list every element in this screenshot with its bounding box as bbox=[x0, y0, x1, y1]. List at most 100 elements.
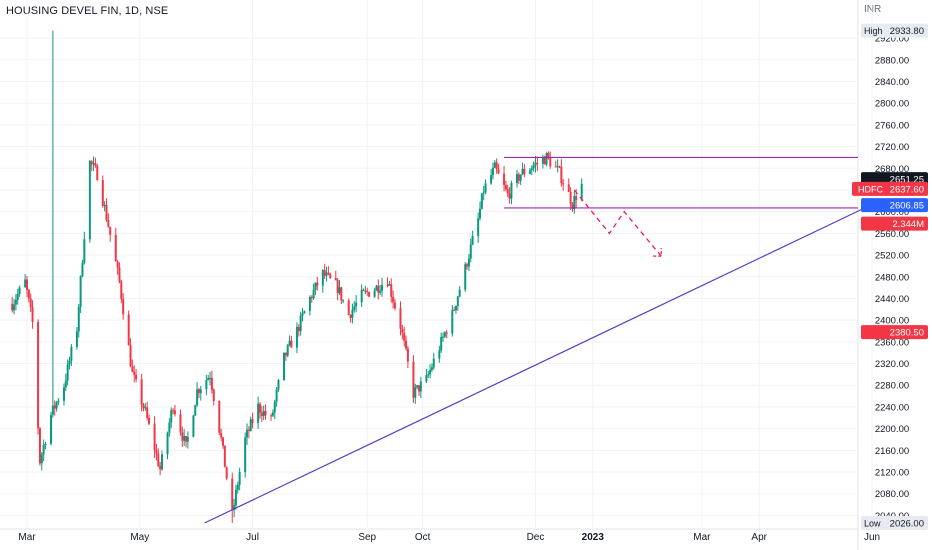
candle-body bbox=[471, 235, 474, 245]
y-tick-label: 2080.00 bbox=[875, 489, 909, 500]
candle-body bbox=[482, 192, 485, 194]
y-tick-label: 2440.00 bbox=[875, 294, 909, 305]
candle-body bbox=[414, 387, 417, 398]
x-tick-label: Mar bbox=[18, 532, 36, 543]
candle-body bbox=[314, 282, 317, 290]
ascending-trendline bbox=[204, 205, 869, 524]
candle-body bbox=[545, 152, 548, 165]
candle-body bbox=[464, 264, 467, 290]
candle-body bbox=[425, 375, 428, 382]
y-tick-label: 2920.00 bbox=[875, 34, 909, 45]
candle-body bbox=[336, 280, 339, 294]
last-price-label-value: 2651.25 bbox=[890, 175, 924, 186]
candle-body bbox=[192, 415, 195, 437]
candle-body bbox=[554, 166, 557, 168]
candle-body bbox=[362, 289, 365, 291]
price-labels: 2933.80 High 2026.00 Low 2651.25 HDFC 2637.60 2… bbox=[852, 23, 928, 530]
candle-body bbox=[327, 272, 330, 274]
candle-body bbox=[547, 152, 550, 158]
candle-body bbox=[70, 346, 73, 361]
candle-body bbox=[288, 340, 291, 346]
candle-body bbox=[438, 350, 441, 359]
candle-body bbox=[416, 385, 419, 388]
candle-body bbox=[530, 168, 533, 171]
candle-body bbox=[210, 377, 213, 390]
candle-body bbox=[493, 162, 496, 168]
candle-body bbox=[355, 302, 358, 307]
candle-body bbox=[386, 284, 389, 286]
candle-body bbox=[469, 244, 472, 259]
candle-body bbox=[251, 419, 254, 423]
candle-body bbox=[405, 340, 408, 349]
candle-body bbox=[456, 296, 459, 307]
support-price-label-bg bbox=[861, 198, 928, 213]
candle-body bbox=[127, 314, 130, 346]
candle-body bbox=[506, 189, 509, 194]
y-tick-label: 2840.00 bbox=[875, 77, 909, 88]
high-label-value: 2933.80 bbox=[890, 26, 924, 37]
candle-body bbox=[135, 374, 138, 380]
alert-price-label: 2380.50 bbox=[861, 325, 928, 340]
candle-body bbox=[325, 272, 328, 276]
candle-body bbox=[66, 364, 69, 381]
candle-body bbox=[173, 410, 176, 415]
low-label-bg bbox=[861, 516, 928, 530]
candle-body bbox=[351, 309, 354, 318]
y-tick-label: 2880.00 bbox=[875, 55, 909, 66]
candle-body bbox=[329, 273, 332, 278]
candle-body bbox=[172, 410, 175, 412]
candle-body bbox=[419, 381, 422, 392]
candle-body bbox=[403, 332, 406, 341]
low-label-name: Low bbox=[864, 519, 881, 529]
symbol-price-value: 2637.60 bbox=[890, 184, 924, 195]
candle-body bbox=[18, 287, 21, 295]
candle-body bbox=[27, 289, 30, 299]
candle-body bbox=[231, 478, 234, 510]
candle-body bbox=[196, 389, 199, 406]
candle-body bbox=[519, 174, 522, 181]
high-label-bg bbox=[861, 23, 928, 38]
candle-body bbox=[406, 348, 409, 362]
candle-body bbox=[68, 360, 71, 365]
candle-body bbox=[277, 379, 280, 390]
candle-body bbox=[360, 289, 363, 303]
candle-body bbox=[490, 175, 493, 184]
candle-body bbox=[257, 403, 260, 423]
candle-body bbox=[479, 208, 482, 219]
candle-body bbox=[75, 331, 78, 347]
candle-body bbox=[467, 258, 470, 267]
candle-body bbox=[218, 400, 221, 433]
price-axis: 2040.002080.002120.002160.002200.002240.… bbox=[875, 34, 909, 522]
candle-body bbox=[440, 336, 443, 351]
y-tick-label: 2360.00 bbox=[875, 337, 909, 348]
candle-body bbox=[283, 352, 286, 380]
candle-body bbox=[166, 432, 169, 455]
candle-body bbox=[334, 277, 337, 281]
candle-body bbox=[445, 332, 448, 334]
candle-body bbox=[536, 162, 539, 164]
candle-body bbox=[146, 407, 149, 418]
candles bbox=[11, 30, 583, 523]
candle-body bbox=[140, 379, 143, 405]
candle-body bbox=[504, 184, 507, 190]
candle-body bbox=[236, 484, 239, 490]
candle-body bbox=[29, 298, 32, 308]
candle-body bbox=[338, 287, 341, 294]
y-tick-label: 2680.00 bbox=[875, 164, 909, 175]
candle-body bbox=[221, 437, 224, 446]
y-tick-label: 2320.00 bbox=[875, 359, 909, 370]
candle-body bbox=[295, 326, 298, 348]
symbol-price-bg bbox=[852, 181, 928, 196]
candle-body bbox=[42, 445, 45, 455]
candle-body bbox=[347, 300, 350, 315]
candle-body bbox=[401, 328, 404, 333]
candle-body bbox=[308, 296, 311, 312]
y-tick-label: 2800.00 bbox=[875, 99, 909, 110]
candle-body bbox=[258, 403, 261, 413]
candle-body bbox=[57, 400, 60, 403]
candle-body bbox=[118, 267, 121, 282]
candle-body bbox=[453, 309, 456, 311]
candle-body bbox=[40, 454, 43, 464]
candle-body bbox=[377, 285, 380, 293]
